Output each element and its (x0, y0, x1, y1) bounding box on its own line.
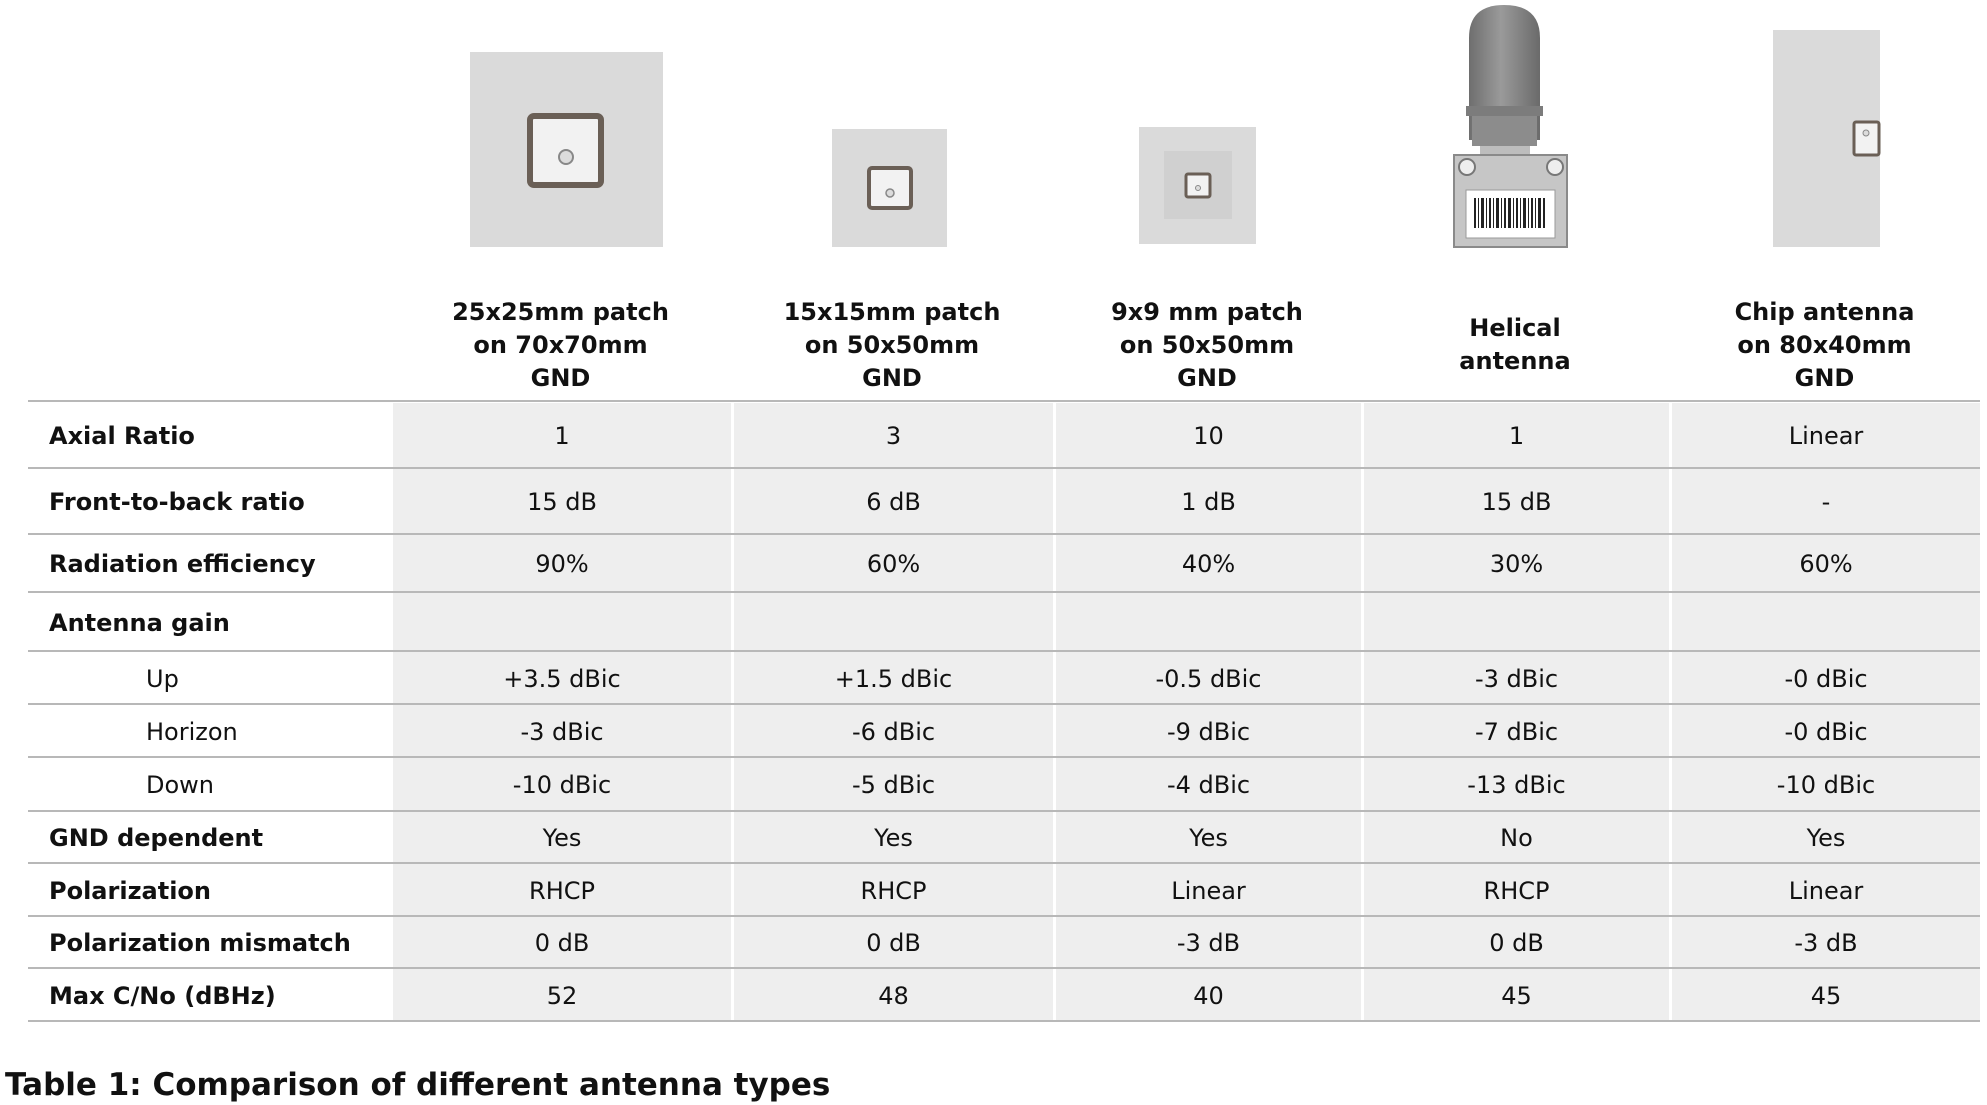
table-cell: - (1669, 469, 1980, 535)
table-cell: -13 dBic (1361, 758, 1669, 812)
table-cell: 52 (390, 969, 731, 1022)
table-cell: 60% (731, 535, 1053, 593)
table-cell: -7 dBic (1361, 705, 1669, 758)
table-cell (1669, 593, 1980, 652)
table-cell: -9 dBic (1053, 705, 1361, 758)
table-cell: Yes (731, 812, 1053, 864)
table-row: Front-to-back ratio 15 dB 6 dB 1 dB 15 d… (28, 469, 1980, 535)
table-row: Horizon -3 dBic -6 dBic -9 dBic -7 dBic … (28, 705, 1980, 758)
table-cell: +3.5 dBic (390, 652, 731, 705)
table-cell: -3 dB (1053, 917, 1361, 969)
table-cell: Yes (390, 812, 731, 864)
table-cell: -3 dB (1669, 917, 1980, 969)
table-cell: Yes (1053, 812, 1361, 864)
table-cell: RHCP (1361, 864, 1669, 917)
table-cell: Linear (1669, 403, 1980, 469)
column-header-2: 15x15mm patch on 50x50mm GND (783, 297, 1001, 392)
table-cell: 1 (390, 403, 731, 469)
table-cell: -3 dBic (1361, 652, 1669, 705)
table-cell: -6 dBic (731, 705, 1053, 758)
row-label: Polarization (49, 876, 211, 905)
column-header-1: 25x25mm patch on 70x70mm GND (452, 297, 669, 392)
table-row: Axial Ratio 1 3 10 1 Linear (28, 400, 1980, 469)
table-row: Max C/No (dBHz) 52 48 40 45 45 (28, 969, 1980, 1022)
table-cell: Yes (1669, 812, 1980, 864)
column-header-4: Helical antenna (1459, 314, 1571, 375)
column-header-5: Chip antenna on 80x40mm GND (1734, 297, 1915, 392)
table-row: Down -10 dBic -5 dBic -4 dBic -13 dBic -… (28, 758, 1980, 812)
table-cell: 60% (1669, 535, 1980, 593)
table-cell: -0 dBic (1669, 705, 1980, 758)
table-cell: -3 dBic (390, 705, 731, 758)
table-cell: 45 (1669, 969, 1980, 1022)
row-label: Down (146, 771, 215, 799)
table-cell: RHCP (731, 864, 1053, 917)
chip-antenna-icon (1773, 30, 1881, 247)
table-cell: No (1361, 812, 1669, 864)
table-row: Radiation efficiency 90% 60% 40% 30% 60% (28, 535, 1980, 593)
table-row: Polarization RHCP RHCP Linear RHCP Linea… (28, 864, 1980, 917)
table-row: Antenna gain (28, 593, 1980, 652)
table-cell: 3 (731, 403, 1053, 469)
table-cell: 15 dB (390, 469, 731, 535)
table-cell: -4 dBic (1053, 758, 1361, 812)
row-label: Up (146, 664, 179, 693)
table-cell: -0.5 dBic (1053, 652, 1361, 705)
table-cell: 45 (1361, 969, 1669, 1022)
table-cell: 1 dB (1053, 469, 1361, 535)
table-cell: 90% (390, 535, 731, 593)
table-row: Polarization mismatch 0 dB 0 dB -3 dB 0 … (28, 917, 1980, 969)
table-cell: 0 dB (1361, 917, 1669, 969)
table-cell: 6 dB (731, 469, 1053, 535)
table-cell: -0 dBic (1669, 652, 1980, 705)
table-cell: 0 dB (731, 917, 1053, 969)
table-cell: 40% (1053, 535, 1361, 593)
table-cell: Linear (1053, 864, 1361, 917)
table-cell: 1 (1361, 403, 1669, 469)
table-cell: 0 dB (390, 917, 731, 969)
row-label: Radiation efficiency (49, 550, 316, 578)
table-cell: -10 dBic (1669, 758, 1980, 812)
row-label: GND dependent (49, 824, 264, 852)
patch-antenna-15mm-icon (832, 129, 947, 247)
table-cell (1361, 593, 1669, 652)
comparison-table: Axial Ratio 1 3 10 1 Linear Front-to-bac… (28, 400, 1980, 1022)
table-caption: Table 1: Comparison of different antenna… (5, 1067, 831, 1103)
table-cell (1053, 593, 1361, 652)
row-label: Front-to-back ratio (49, 488, 305, 516)
row-label: Polarization mismatch (49, 929, 351, 957)
antenna-illustrations (470, 5, 1881, 248)
row-label: Max C/No (dBHz) (49, 981, 276, 1010)
patch-antenna-9mm-icon (1139, 127, 1256, 244)
table-row: GND dependent Yes Yes Yes No Yes (28, 812, 1980, 864)
table-cell: 15 dB (1361, 469, 1669, 535)
row-label: Axial Ratio (49, 422, 195, 450)
table-cell: RHCP (390, 864, 731, 917)
column-header-3: 9x9 mm patch on 50x50mm GND (1111, 297, 1303, 392)
patch-antenna-25mm-icon (470, 52, 663, 247)
row-label: Antenna gain (49, 608, 230, 637)
table-cell: Linear (1669, 864, 1980, 917)
table-row: Up +3.5 dBic +1.5 dBic -0.5 dBic -3 dBic… (28, 652, 1980, 705)
table-cell: 30% (1361, 535, 1669, 593)
helical-antenna-icon (1453, 5, 1568, 248)
table-cell: 48 (731, 969, 1053, 1022)
table-cell: -10 dBic (390, 758, 731, 812)
table-cell (731, 593, 1053, 652)
table-cell (390, 593, 731, 652)
table-cell: -5 dBic (731, 758, 1053, 812)
table-cell: +1.5 dBic (731, 652, 1053, 705)
table-cell: 10 (1053, 403, 1361, 469)
table-cell: 40 (1053, 969, 1361, 1022)
row-label: Horizon (146, 717, 238, 746)
